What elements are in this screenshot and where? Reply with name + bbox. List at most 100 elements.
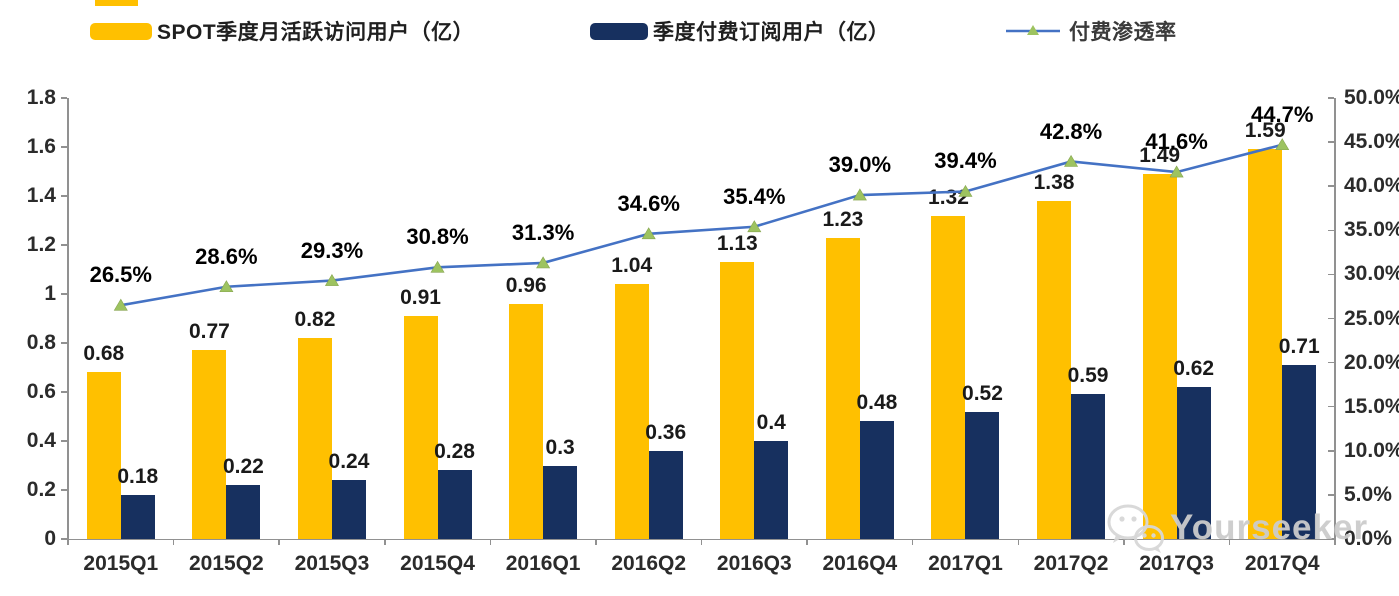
bar-paid-subscribers: [437, 470, 472, 539]
bar-paid-subscribers: [226, 485, 261, 539]
penetration-rate-label: 34.6%: [617, 190, 680, 216]
line-marker-swatch: [1006, 25, 1060, 35]
mau-value-label: 0.96: [505, 273, 547, 297]
x-axis-category-label: 2017Q4: [1244, 552, 1320, 575]
right-axis-tick-label: 0.0%: [1344, 527, 1392, 550]
x-axis-category-label: 2017Q2: [1033, 552, 1109, 575]
penetration-rate-label: 29.3%: [300, 237, 364, 263]
mau-value-label: 0.77: [188, 320, 230, 344]
left-axis-tick-label: 1.6: [26, 135, 56, 158]
line-triangle-marker: [747, 220, 762, 233]
line-triangle-marker: [219, 280, 234, 293]
subscriber-value-label: 0.3: [545, 435, 575, 459]
left-axis-tick: [61, 146, 67, 148]
line-triangle-marker: [536, 256, 551, 269]
penetration-rate-label: 28.6%: [195, 243, 258, 269]
subscriber-value-label: 0.36: [645, 420, 687, 444]
right-axis-tick: [1328, 450, 1334, 452]
cropped-yellow-fragment: [95, 0, 138, 6]
right-axis-tick: [1328, 273, 1334, 276]
watermark-text: Yourseeker: [1170, 508, 1369, 547]
left-axis-tick: [61, 440, 67, 442]
x-axis-tick: [1334, 539, 1336, 545]
line-triangle-marker: [1064, 154, 1079, 167]
mau-value-label: 1.13: [716, 232, 758, 256]
bar-paid-subscribers: [120, 494, 155, 539]
x-axis-tick: [911, 539, 914, 545]
line-triangle-marker: [324, 273, 339, 286]
mau-value-label: 0.91: [400, 286, 441, 310]
left-axis-tick: [61, 391, 67, 393]
right-axis-tick: [1328, 229, 1334, 232]
bar-paid-subscribers: [1282, 365, 1317, 539]
bar-paid-subscribers: [859, 421, 894, 539]
bar-monthly-active-users: [931, 215, 966, 539]
left-axis-tick: [61, 538, 67, 540]
line-triangle-marker: [113, 298, 128, 311]
left-axis-tick: [61, 195, 67, 197]
x-axis-category-label: 2015Q4: [400, 552, 475, 575]
subscriber-value-label: 0.71: [1278, 335, 1320, 359]
x-axis-tick: [67, 539, 69, 545]
legend-label-penetration: 付费渗透率: [1069, 21, 1177, 44]
left-axis-tick: [61, 97, 67, 99]
line-triangle-marker: [430, 260, 445, 273]
wechat-icon: [1107, 504, 1164, 553]
bar-monthly-active-users: [509, 303, 544, 539]
x-axis-category-label: 2016Q2: [611, 552, 687, 575]
bar-monthly-active-users: [825, 237, 860, 539]
right-axis-tick: [1328, 494, 1334, 496]
left-axis-tick-label: 0.8: [26, 331, 56, 354]
penetration-rate-label: 44.7%: [1251, 101, 1314, 127]
x-axis-tick: [1017, 539, 1019, 545]
x-axis-tick: [806, 539, 808, 545]
penetration-rate-label: 35.4%: [723, 183, 786, 209]
mau-value-label: 1.04: [611, 254, 653, 278]
right-axis-line: [1334, 98, 1336, 540]
mau-value-label: 1.59: [1244, 119, 1286, 143]
x-axis-category-label: 2015Q2: [189, 552, 264, 575]
bar-paid-subscribers: [543, 465, 578, 539]
right-axis-tick-label: 40.0%: [1344, 174, 1399, 198]
mau-value-label: 1.38: [1033, 170, 1075, 194]
subscriber-value-label: 0.24: [328, 450, 370, 474]
right-axis-tick-label: 30.0%: [1344, 262, 1399, 286]
right-axis-tick-label: 15.0%: [1344, 394, 1399, 418]
watermark: Yourseeker: [1104, 500, 1368, 556]
right-axis-tick-label: 25.0%: [1344, 306, 1399, 330]
x-axis-category-label: 2017Q3: [1139, 552, 1214, 575]
subscriber-value-label: 0.22: [222, 455, 264, 479]
bar-paid-subscribers: [648, 450, 683, 539]
left-axis-tick: [61, 293, 67, 295]
subscriber-value-label: 0.18: [117, 464, 159, 488]
penetration-rate-label: 39.0%: [828, 152, 892, 178]
right-axis-tick: [1328, 97, 1334, 99]
bar-monthly-active-users: [614, 284, 649, 539]
penetration-rate-label: 26.5%: [89, 262, 152, 288]
penetration-rate-label: 30.8%: [406, 224, 469, 250]
subscriber-value-label: 0.28: [434, 440, 475, 464]
bar-monthly-active-users: [192, 350, 227, 539]
right-axis-tick-label: 20.0%: [1344, 350, 1399, 374]
x-axis-category-label: 2015Q3: [294, 552, 370, 575]
legend-item-mau: SPOT季度月活跃访问用户（亿）: [90, 14, 474, 48]
penetration-rate-label: 41.6%: [1145, 129, 1208, 155]
penetration-rate-label: 42.8%: [1039, 118, 1103, 144]
x-axis-category-label: 2016Q1: [505, 552, 581, 575]
bar-paid-subscribers: [1176, 387, 1211, 539]
left-axis-tick: [61, 489, 67, 491]
x-axis-category-label: 2016Q4: [822, 552, 898, 575]
left-axis-tick-label: 1: [44, 282, 56, 305]
subscriber-value-label: 0.52: [962, 381, 1003, 405]
x-axis-category-label: 2015Q1: [83, 552, 159, 575]
right-axis-tick: [1328, 405, 1334, 408]
left-axis-line: [67, 98, 69, 540]
left-axis-tick: [61, 244, 67, 246]
left-axis-tick: [61, 342, 67, 344]
subscriber-value-label: 0.4: [756, 411, 786, 434]
left-axis-tick-label: 1.4: [26, 184, 56, 207]
x-axis-tick: [489, 539, 492, 545]
x-axis-category-label: 2016Q3: [716, 552, 792, 575]
x-axis-tick: [700, 539, 703, 545]
x-axis-tick: [595, 539, 597, 545]
